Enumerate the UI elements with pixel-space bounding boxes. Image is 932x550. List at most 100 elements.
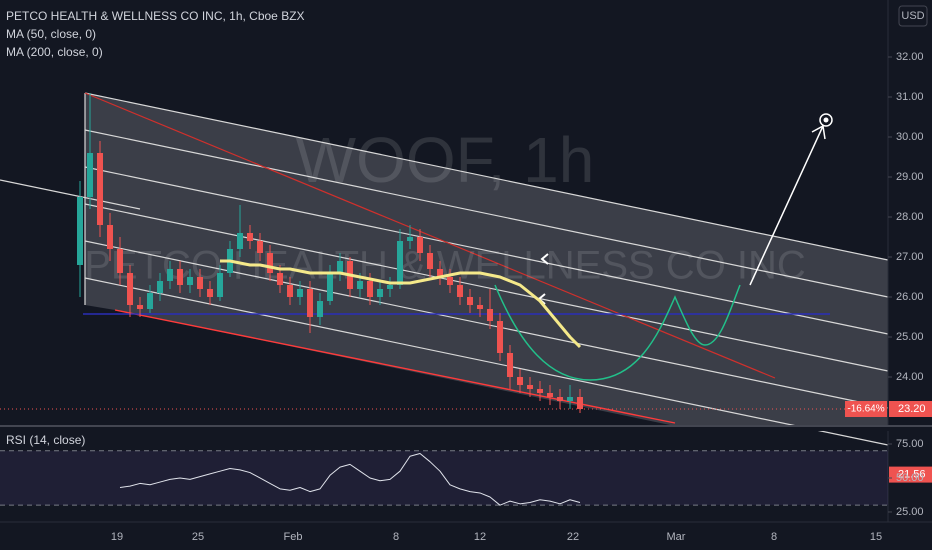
- candle-body: [567, 397, 573, 401]
- currency-box[interactable]: [898, 5, 928, 27]
- candle-body: [287, 285, 293, 297]
- channel-line: [0, 179, 141, 210]
- candle-body: [327, 273, 333, 301]
- chart-title: PETCO HEALTH & WELLNESS CO INC, 1h, Cboe…: [6, 9, 305, 23]
- candle-body: [537, 389, 543, 393]
- candle-body: [127, 273, 133, 305]
- candle-body: [97, 153, 103, 225]
- candle-body: [117, 249, 123, 273]
- x-tick-label: Mar: [667, 531, 686, 543]
- x-tick-label: Feb: [284, 531, 303, 543]
- x-tick-label: 12: [474, 531, 486, 543]
- change-box: [845, 401, 887, 417]
- candle-body: [337, 261, 343, 273]
- candle-body: [547, 393, 553, 397]
- x-tick-label: 19: [111, 531, 123, 543]
- channel-line: [84, 92, 889, 261]
- ma-line: [220, 259, 582, 349]
- candle-body: [507, 353, 513, 377]
- y-tick-label: 30.00: [896, 131, 924, 143]
- target: [819, 113, 833, 127]
- candle-body: [577, 397, 583, 409]
- channel-lines: [0, 92, 889, 446]
- y-tick-label: 31.00: [896, 91, 924, 103]
- candle-body: [357, 281, 363, 289]
- candle-body: [377, 289, 383, 297]
- candle-body: [467, 297, 473, 305]
- rsi-title: RSI (14, close): [6, 433, 85, 447]
- x-tick-label: 25: [192, 531, 204, 543]
- channel-line: [84, 240, 889, 409]
- channel-low-box: [889, 466, 932, 483]
- y-tick-label: 32.00: [896, 51, 924, 63]
- y-tick-label: 25.00: [896, 331, 924, 343]
- change-label: -16.64%: [847, 404, 884, 415]
- rsi-line: [119, 453, 581, 506]
- candle-body: [147, 293, 153, 309]
- candle-body: [77, 197, 83, 265]
- candle-body: [297, 289, 303, 297]
- candle-body: [307, 289, 313, 317]
- pane-cover: [0, 427, 932, 431]
- rsi-tick-label: 75.00: [896, 438, 924, 450]
- candle-body: [317, 301, 323, 317]
- trend-line: [84, 92, 776, 379]
- candle-body: [257, 241, 263, 253]
- candle-body: [427, 253, 433, 269]
- candle-body: [487, 309, 493, 321]
- candle-body: [237, 233, 243, 249]
- candle-body: [477, 305, 483, 309]
- candle-body: [177, 269, 183, 285]
- candle-body: [557, 397, 563, 401]
- indicator-label: MA (50, close, 0): [6, 27, 96, 41]
- watermark-subtitle: PETCO HEALTH & WELLNESS CO INC: [84, 244, 806, 288]
- indicator-label: MA (200, close, 0): [6, 45, 103, 59]
- channel-line: [84, 277, 889, 446]
- x-tick-label: 15: [870, 531, 882, 543]
- candle-body: [207, 289, 213, 297]
- channel-low-label: 21.56: [898, 469, 926, 481]
- x-tick-label: 8: [771, 531, 777, 543]
- candle-body: [497, 321, 503, 353]
- y-tick-label: 26.00: [896, 291, 924, 303]
- x-tick-label: 22: [567, 531, 579, 543]
- last-price-box: [889, 401, 932, 417]
- candle-body: [277, 273, 283, 285]
- candle-body: [407, 237, 413, 241]
- candle-body: [87, 153, 93, 197]
- candle-body: [197, 277, 203, 289]
- target-arrow: [749, 125, 824, 286]
- candle-body: [367, 281, 373, 297]
- x-tick-label: 8: [393, 531, 399, 543]
- candle-body: [217, 273, 223, 297]
- candle-body: [387, 285, 393, 289]
- y-tick-label: 29.00: [896, 171, 924, 183]
- candle-body: [247, 233, 253, 241]
- rsi-band-fill: [0, 450, 888, 506]
- candle-body: [527, 385, 533, 389]
- rsi-tick-label: 25.00: [896, 506, 924, 518]
- last-price-label: 23.20: [898, 403, 926, 415]
- y-tick-label: 27.00: [896, 251, 924, 263]
- channel-line: [84, 203, 889, 372]
- y-tick-label: 24.00: [896, 371, 924, 383]
- target: [823, 117, 829, 123]
- candle-body: [157, 281, 163, 293]
- candle-body: [397, 241, 403, 285]
- rsi-tick-label: 50.00: [896, 472, 924, 484]
- channel-line: [84, 129, 889, 298]
- candle-body: [517, 377, 523, 385]
- watermark: WOOF, 1h: [296, 124, 595, 196]
- candle-body: [447, 277, 453, 285]
- candle-body: [187, 277, 193, 285]
- projection-curve: [494, 284, 741, 381]
- channel-line: [84, 166, 889, 335]
- candle-body: [437, 269, 443, 277]
- candle-body: [417, 237, 423, 253]
- currency: USD: [901, 10, 924, 22]
- candle-body: [267, 253, 273, 273]
- candle-body: [137, 305, 143, 309]
- candle-body: [167, 269, 173, 281]
- y-tick-label: 28.00: [896, 211, 924, 223]
